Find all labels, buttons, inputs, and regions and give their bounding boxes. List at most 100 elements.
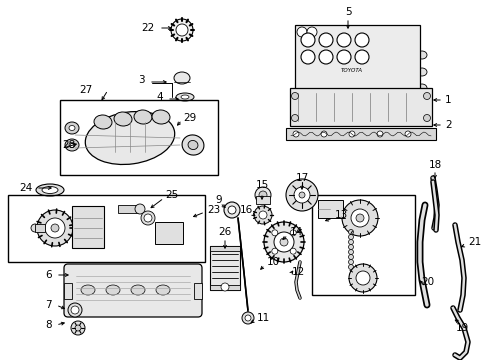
Circle shape xyxy=(45,218,65,238)
Ellipse shape xyxy=(176,93,194,101)
Text: 14: 14 xyxy=(289,227,303,237)
Text: 19: 19 xyxy=(454,323,468,333)
Text: 1: 1 xyxy=(444,95,451,105)
Bar xyxy=(155,222,183,244)
Ellipse shape xyxy=(31,224,39,232)
Bar xyxy=(72,206,104,248)
Circle shape xyxy=(320,131,326,137)
Bar xyxy=(209,246,240,290)
Circle shape xyxy=(293,187,309,203)
Circle shape xyxy=(336,50,350,64)
Bar xyxy=(35,224,45,232)
Circle shape xyxy=(298,192,305,198)
Ellipse shape xyxy=(81,285,95,295)
Circle shape xyxy=(348,265,353,270)
Circle shape xyxy=(423,93,429,99)
Circle shape xyxy=(253,206,271,224)
Text: 12: 12 xyxy=(291,267,305,277)
Circle shape xyxy=(143,214,152,222)
Circle shape xyxy=(301,33,314,47)
Circle shape xyxy=(271,248,277,254)
Circle shape xyxy=(254,187,270,203)
Circle shape xyxy=(404,131,410,137)
Ellipse shape xyxy=(181,95,189,99)
Ellipse shape xyxy=(152,110,170,124)
Ellipse shape xyxy=(65,122,79,134)
Text: 3: 3 xyxy=(138,75,145,85)
Ellipse shape xyxy=(345,102,364,112)
Circle shape xyxy=(135,204,145,214)
Circle shape xyxy=(259,211,266,219)
Bar xyxy=(209,246,240,251)
Ellipse shape xyxy=(69,126,75,130)
Ellipse shape xyxy=(94,115,112,129)
Text: 7: 7 xyxy=(45,300,52,310)
Circle shape xyxy=(348,260,353,265)
Bar xyxy=(294,25,419,93)
Text: 28: 28 xyxy=(62,140,75,150)
Bar xyxy=(60,100,218,175)
Circle shape xyxy=(354,33,368,47)
Circle shape xyxy=(350,209,368,227)
Circle shape xyxy=(271,230,277,236)
Text: 18: 18 xyxy=(427,160,441,170)
Circle shape xyxy=(336,33,350,47)
Text: 4: 4 xyxy=(156,92,163,102)
Ellipse shape xyxy=(416,51,426,59)
Circle shape xyxy=(291,114,298,122)
Bar xyxy=(311,195,414,295)
Text: TOYOTA: TOYOTA xyxy=(340,68,362,72)
Text: 2: 2 xyxy=(444,120,451,130)
Ellipse shape xyxy=(114,112,132,126)
Bar xyxy=(285,128,435,140)
Text: 11: 11 xyxy=(257,313,270,323)
Circle shape xyxy=(354,50,368,64)
Ellipse shape xyxy=(319,102,339,112)
Circle shape xyxy=(348,131,354,137)
Text: 8: 8 xyxy=(45,320,52,330)
Circle shape xyxy=(348,230,353,234)
Circle shape xyxy=(348,234,353,239)
Circle shape xyxy=(242,312,253,324)
Ellipse shape xyxy=(131,285,145,295)
Ellipse shape xyxy=(156,224,165,233)
Circle shape xyxy=(71,321,85,335)
Circle shape xyxy=(141,211,155,225)
Circle shape xyxy=(296,27,306,37)
Text: 22: 22 xyxy=(142,23,155,33)
Text: 10: 10 xyxy=(266,257,280,267)
Ellipse shape xyxy=(416,68,426,76)
FancyBboxPatch shape xyxy=(64,264,202,317)
Circle shape xyxy=(227,206,236,214)
Circle shape xyxy=(280,238,287,246)
Circle shape xyxy=(68,303,82,317)
Text: 16: 16 xyxy=(239,205,252,215)
Circle shape xyxy=(244,315,250,321)
Circle shape xyxy=(348,239,353,244)
Circle shape xyxy=(171,19,193,41)
Ellipse shape xyxy=(42,186,58,194)
Text: 21: 21 xyxy=(467,237,480,247)
Circle shape xyxy=(176,24,187,36)
Circle shape xyxy=(423,114,429,122)
Text: 13: 13 xyxy=(334,210,347,220)
Circle shape xyxy=(224,202,240,218)
Circle shape xyxy=(75,325,81,331)
Text: 6: 6 xyxy=(45,270,52,280)
Ellipse shape xyxy=(416,84,426,92)
Ellipse shape xyxy=(36,184,64,196)
Bar xyxy=(194,283,202,299)
Text: 9: 9 xyxy=(215,195,222,205)
Text: 26: 26 xyxy=(218,227,231,237)
Circle shape xyxy=(51,224,59,232)
Ellipse shape xyxy=(188,140,198,149)
Text: 15: 15 xyxy=(255,180,268,190)
Text: 17: 17 xyxy=(295,173,308,183)
Text: 23: 23 xyxy=(206,205,220,215)
Ellipse shape xyxy=(182,135,203,155)
Circle shape xyxy=(221,283,228,291)
Bar xyxy=(317,200,342,218)
Bar xyxy=(118,205,140,213)
Circle shape xyxy=(71,306,79,314)
Bar xyxy=(289,88,431,126)
